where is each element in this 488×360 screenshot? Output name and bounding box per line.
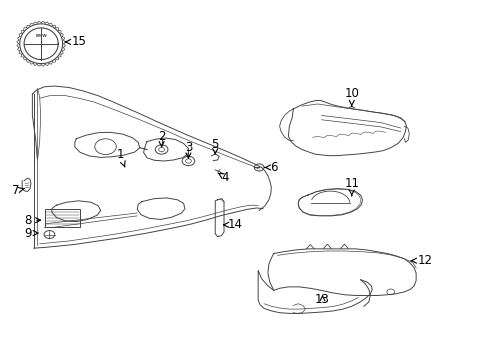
Text: 5: 5 bbox=[211, 138, 219, 154]
Text: 7: 7 bbox=[12, 184, 24, 197]
Text: 14: 14 bbox=[224, 218, 242, 231]
Text: 10: 10 bbox=[344, 87, 359, 106]
Text: 15: 15 bbox=[65, 35, 86, 49]
Text: 12: 12 bbox=[410, 254, 431, 267]
Text: 1: 1 bbox=[116, 148, 125, 167]
Text: BMW: BMW bbox=[35, 34, 47, 38]
Text: 3: 3 bbox=[184, 141, 192, 158]
Text: 6: 6 bbox=[264, 161, 277, 174]
Text: 9: 9 bbox=[24, 226, 38, 239]
Text: 8: 8 bbox=[24, 214, 41, 227]
Text: 11: 11 bbox=[344, 177, 359, 196]
Text: 4: 4 bbox=[218, 171, 228, 184]
Text: 2: 2 bbox=[158, 130, 165, 147]
Text: 13: 13 bbox=[314, 293, 329, 306]
